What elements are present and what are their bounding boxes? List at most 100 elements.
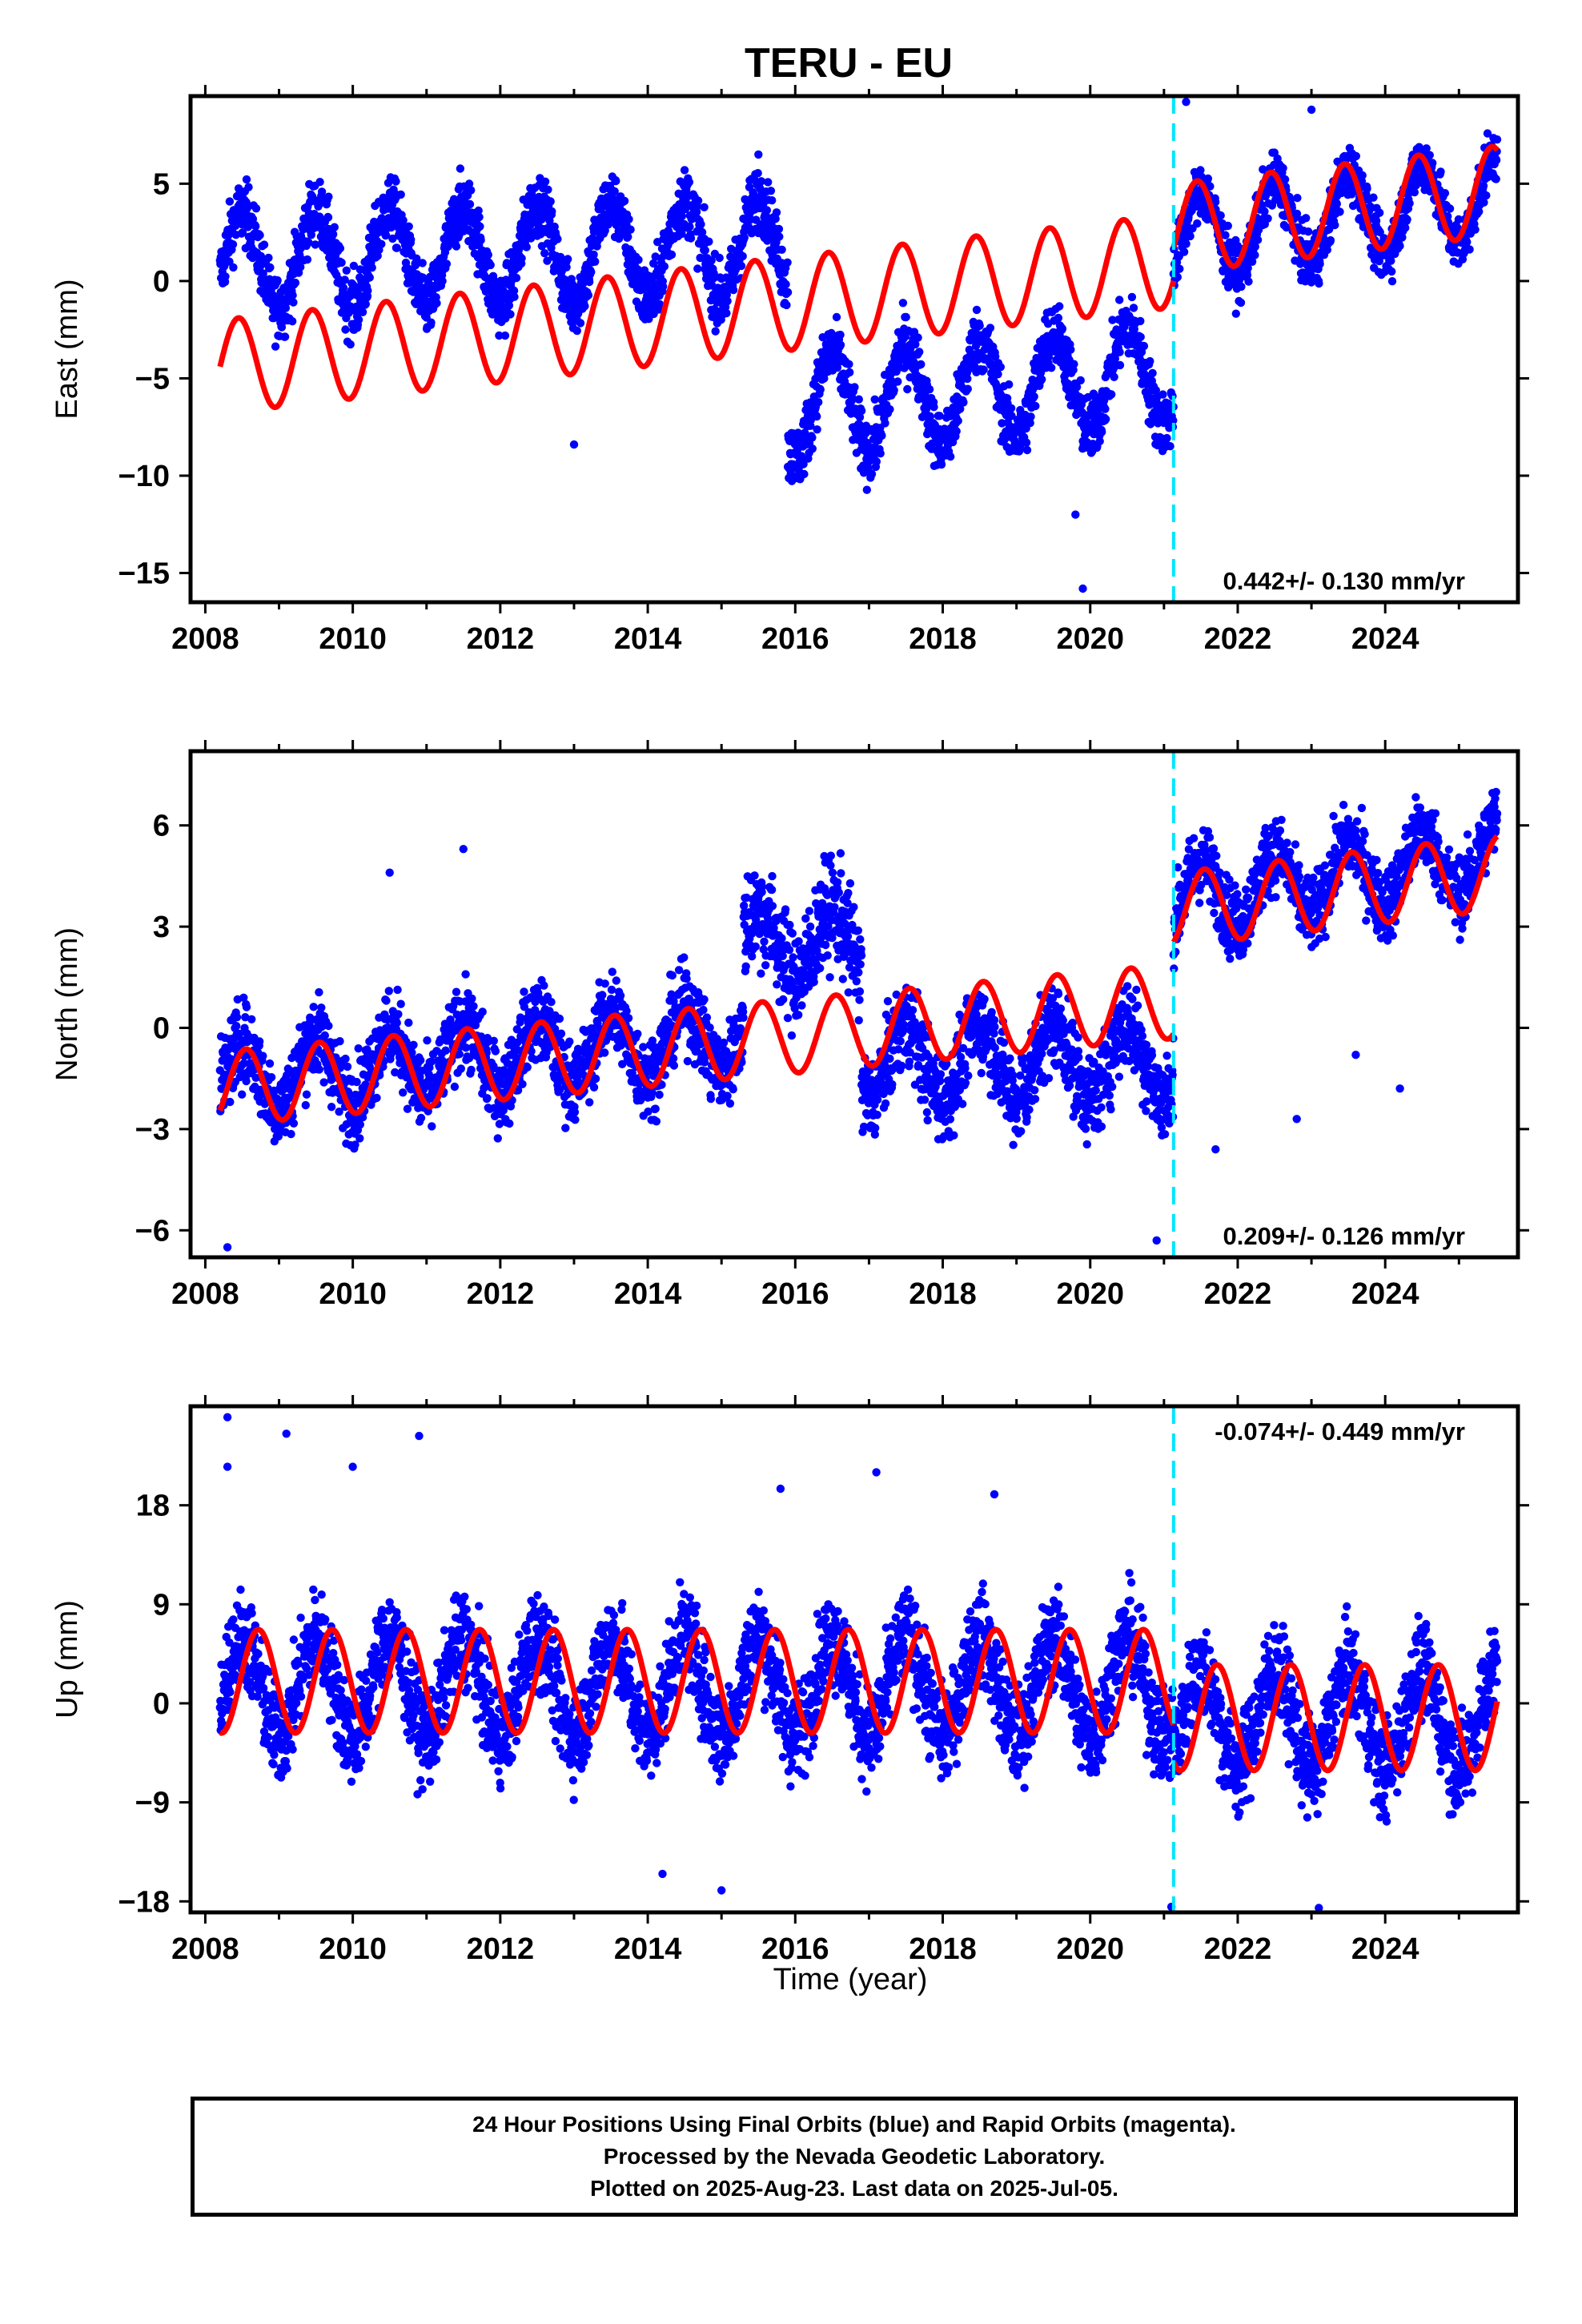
data-point xyxy=(1307,105,1316,115)
data-point xyxy=(518,1080,527,1089)
data-point xyxy=(251,222,260,231)
data-point xyxy=(363,286,372,296)
data-point xyxy=(626,225,635,234)
data-point xyxy=(1139,341,1149,351)
data-point xyxy=(685,178,694,187)
data-point xyxy=(1251,251,1259,259)
data-point xyxy=(584,291,593,300)
data-point xyxy=(365,273,374,282)
data-point xyxy=(693,264,702,273)
data-point xyxy=(685,222,694,231)
data-point xyxy=(738,251,747,261)
data-point xyxy=(1030,392,1038,401)
data-point xyxy=(612,176,620,186)
data-point xyxy=(1179,247,1189,256)
data-point xyxy=(1440,189,1450,198)
data-point xyxy=(1108,316,1117,324)
data-point xyxy=(1113,327,1122,336)
data-point xyxy=(372,1093,381,1103)
data-point xyxy=(1387,277,1397,286)
data-point xyxy=(468,994,476,1003)
data-point xyxy=(1098,428,1106,436)
data-point xyxy=(917,360,926,369)
data-point xyxy=(226,1097,235,1107)
data-point xyxy=(1022,445,1032,455)
data-point xyxy=(740,233,749,242)
data-point xyxy=(649,259,658,268)
data-point xyxy=(540,177,550,186)
data-point xyxy=(1358,171,1367,180)
data-point xyxy=(737,261,746,271)
data-point xyxy=(1293,194,1302,203)
data-point xyxy=(232,1013,242,1022)
data-point xyxy=(259,1051,267,1060)
data-point xyxy=(1071,510,1080,519)
data-point xyxy=(361,300,370,308)
data-point xyxy=(232,1022,241,1031)
data-point xyxy=(520,987,528,996)
data-point xyxy=(288,291,297,300)
data-point xyxy=(418,259,427,267)
data-point xyxy=(1005,380,1014,389)
data-point xyxy=(570,1108,580,1117)
data-point xyxy=(1315,279,1323,288)
panel-east: 2008 2010 2012 2014 2016 2018 2020 2022 2024−15−… xyxy=(50,85,1529,656)
data-point xyxy=(697,219,705,229)
data-point xyxy=(392,243,401,252)
data-point xyxy=(319,1078,328,1087)
data-point xyxy=(881,419,889,428)
data-point xyxy=(1193,219,1202,228)
x-tick-label: 2018 xyxy=(909,622,977,656)
data-point xyxy=(423,1036,432,1045)
data-point xyxy=(660,262,669,271)
data-point xyxy=(774,224,784,234)
data-point xyxy=(1335,207,1344,216)
x-tick-label: 2016 xyxy=(761,622,829,656)
data-point xyxy=(1425,151,1435,159)
data-point xyxy=(287,1129,295,1139)
data-point xyxy=(937,460,946,469)
data-point xyxy=(335,243,345,253)
data-point xyxy=(271,342,280,351)
data-point xyxy=(913,333,922,342)
x-tick-label: 2020 xyxy=(1056,622,1124,656)
data-point xyxy=(799,460,808,468)
data-point xyxy=(349,261,359,271)
data-point xyxy=(358,308,367,316)
data-point xyxy=(255,231,264,239)
data-point xyxy=(898,299,908,308)
panel-north: 2008 2010 2012 2014 2016 2018 2020 2022 2024−6−3… xyxy=(50,740,1529,1311)
data-point xyxy=(1006,404,1016,412)
data-point xyxy=(972,305,982,315)
data-point xyxy=(1465,245,1474,254)
data-point xyxy=(1363,184,1371,193)
data-point xyxy=(715,253,724,263)
data-point xyxy=(911,340,920,349)
data-point xyxy=(355,1134,364,1143)
data-point xyxy=(1315,259,1324,268)
data-point xyxy=(409,1040,418,1050)
data-point xyxy=(994,370,1002,379)
data-point xyxy=(876,449,885,458)
data-point xyxy=(229,263,238,272)
data-point xyxy=(1279,163,1287,173)
y-tick-label: 5 xyxy=(153,167,170,201)
data-point xyxy=(707,256,716,265)
data-point xyxy=(901,312,910,322)
data-point xyxy=(986,324,995,332)
x-tick-label: 2014 xyxy=(614,622,682,656)
data-point xyxy=(1326,235,1335,245)
data-point xyxy=(317,187,327,196)
data-point xyxy=(411,261,420,270)
data-point xyxy=(589,250,598,259)
data-point xyxy=(399,1088,408,1097)
data-point xyxy=(315,178,324,187)
data-point xyxy=(783,258,792,267)
data-point xyxy=(667,250,677,259)
data-point xyxy=(1375,208,1384,217)
data-point xyxy=(404,1018,413,1027)
data-point xyxy=(659,282,668,291)
data-point xyxy=(850,383,859,392)
data-point xyxy=(1445,204,1455,213)
data-point xyxy=(461,970,470,979)
